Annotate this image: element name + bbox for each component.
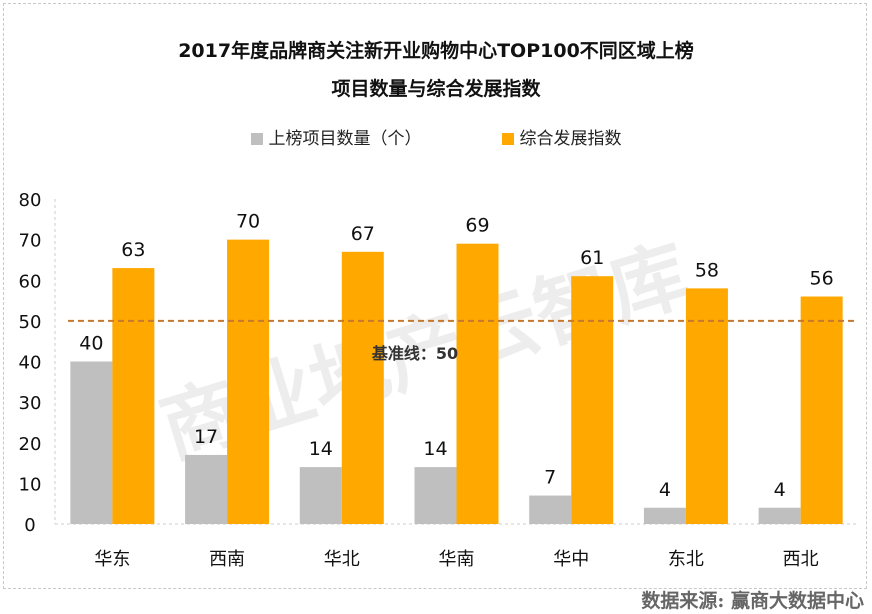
x-tick-label: 华北: [324, 549, 360, 570]
chart-title-line2: 项目数量与综合发展指数: [331, 78, 541, 100]
bar-index: [685, 288, 728, 524]
legend-item-count: 上榜项目数量（个）: [250, 124, 422, 149]
x-tick-label: 西南: [209, 549, 245, 570]
data-label: 14: [309, 438, 333, 460]
bar-index: [456, 243, 499, 524]
data-label: 63: [121, 239, 145, 261]
bar-count: [529, 495, 572, 524]
y-tick-label: 40: [19, 353, 42, 374]
bar-count: [299, 467, 342, 524]
data-label: 17: [194, 426, 218, 448]
y-tick-label: 60: [19, 271, 42, 292]
bar-count: [643, 507, 686, 524]
bar-index: [227, 239, 270, 524]
bar-count: [185, 454, 228, 524]
bar-count: [70, 361, 113, 524]
bar-count: [758, 507, 801, 524]
y-tick-label: 30: [19, 393, 42, 414]
y-tick-label: 70: [19, 231, 42, 252]
data-label: 70: [236, 211, 260, 233]
data-label: 67: [351, 223, 375, 245]
legend-swatch: [250, 133, 263, 145]
y-tick-label: 20: [19, 434, 42, 455]
data-source: 数据来源: 赢商大数据中心: [641, 590, 864, 612]
y-tick-label: 50: [19, 312, 42, 333]
bar-count: [414, 467, 457, 524]
y-tick-label: 80: [19, 190, 42, 211]
legend: 上榜项目数量（个） 综合发展指数: [0, 124, 872, 149]
bar-index: [800, 296, 843, 524]
data-label: 14: [423, 438, 447, 460]
legend-swatch: [501, 133, 514, 145]
legend-label: 上榜项目数量（个）: [268, 129, 422, 149]
data-label: 40: [79, 333, 103, 355]
data-label: 4: [659, 479, 671, 501]
y-tick-label: 10: [19, 474, 42, 495]
data-label: 56: [810, 268, 834, 290]
legend-item-index: 综合发展指数: [501, 124, 622, 149]
data-label: 7: [544, 467, 556, 489]
chart-frame: [3, 3, 867, 589]
x-tick-label: 华南: [439, 549, 475, 570]
legend-label: 综合发展指数: [519, 129, 622, 149]
data-label: 58: [695, 259, 719, 281]
x-tick-label: 华中: [553, 549, 589, 570]
bar-index: [112, 268, 155, 524]
x-tick-label: 西北: [783, 549, 819, 570]
chart-title-line1: 2017年度品牌商关注新开业购物中心TOP100不同区域上榜: [178, 40, 694, 62]
data-label: 4: [774, 479, 786, 501]
data-label: 69: [465, 215, 489, 237]
x-tick-label: 华东: [94, 549, 130, 570]
data-label: 61: [580, 247, 604, 269]
y-tick-label: 0: [24, 515, 35, 536]
bar-index: [571, 276, 614, 524]
bar-index: [341, 251, 384, 524]
x-tick-label: 东北: [668, 549, 704, 570]
reference-line-label: 基准线：50: [371, 344, 458, 363]
